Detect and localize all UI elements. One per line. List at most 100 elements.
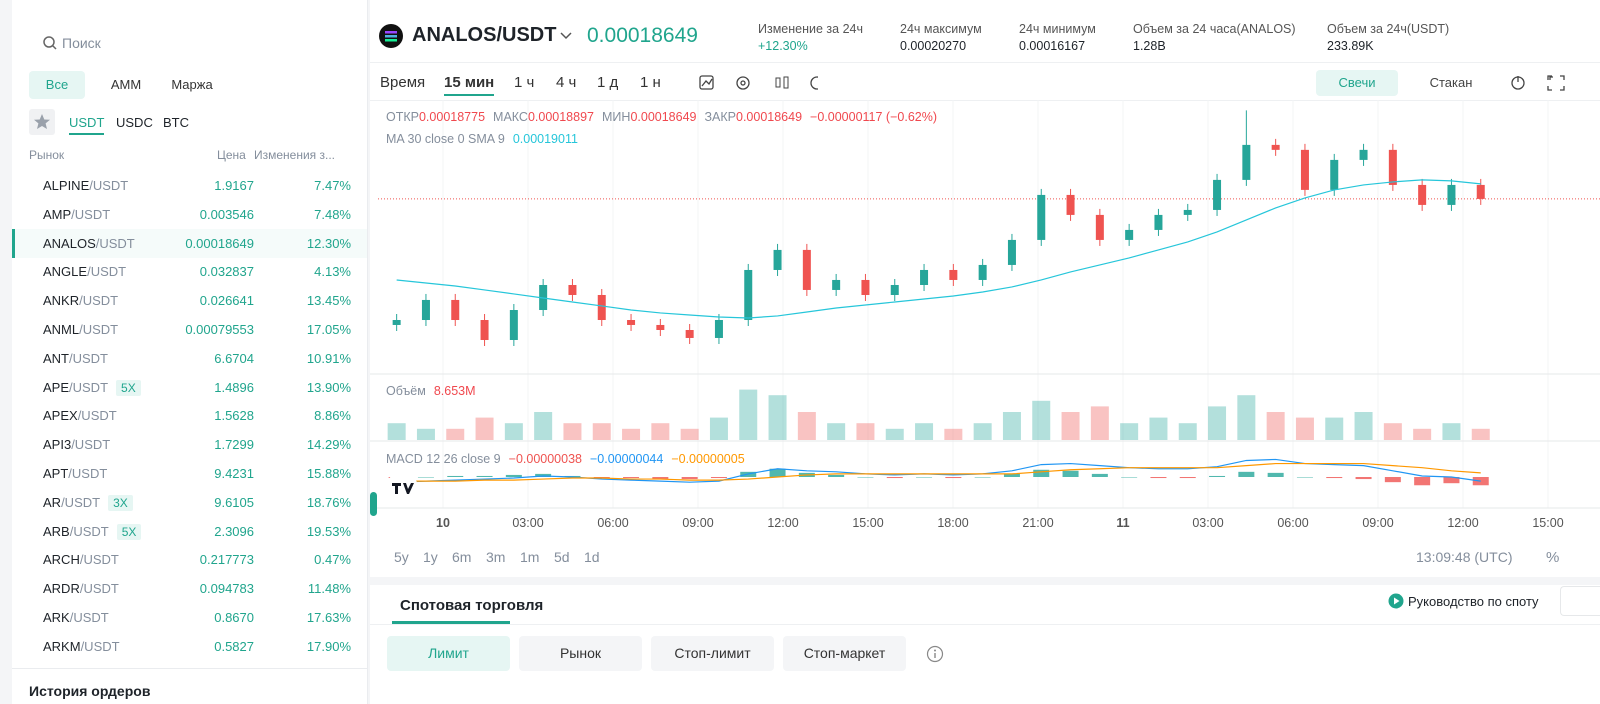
market-row[interactable]: APT/USDT 9.4231 15.88% [12, 459, 367, 488]
column-header[interactable]: Рынок [29, 148, 65, 162]
price-chart[interactable]: 10 03:00 06:00 09:00 12:00 15:00 18:00 21:00 11 0… [370, 100, 1600, 540]
fullscreen-tools[interactable] [1510, 74, 1590, 92]
market-row[interactable]: AMP/USDT 0.003546 7.48% [12, 200, 367, 229]
spot-guide-link[interactable]: Руководство по споту [1408, 594, 1539, 609]
market-row[interactable]: ARDR/USDT 0.094783 11.48% [12, 574, 367, 603]
button-edge[interactable] [1560, 586, 1600, 616]
range-button[interactable]: 1m [520, 549, 540, 565]
macd-value: −0.00000005 [671, 452, 745, 466]
range-button[interactable]: 1y [423, 549, 438, 565]
x-tick-label: 12:00 [1447, 516, 1478, 530]
quote-tab[interactable]: BTC [163, 115, 189, 130]
x-tick-label: 18:00 [937, 516, 968, 530]
column-header[interactable]: Цена [217, 148, 246, 162]
market-row[interactable]: AR/USDT 3X 9.6105 18.76% [12, 488, 367, 517]
quote-tab[interactable]: USDC [116, 115, 153, 130]
change: 13.90% [306, 379, 351, 395]
volume-bar [1208, 406, 1227, 440]
interval-button[interactable]: 1 н [640, 74, 661, 91]
volume-bar [915, 423, 934, 440]
interval-button[interactable]: 1 д [597, 74, 619, 91]
market-row[interactable]: APEX/USDT 1.5628 8.86% [12, 401, 367, 430]
info-icon[interactable] [926, 645, 944, 663]
candle-body [685, 329, 694, 338]
price: 1.5628 [214, 408, 254, 424]
range-button[interactable]: 1d [584, 549, 600, 565]
candle-body [949, 269, 958, 280]
leverage-badge: 3X [108, 494, 133, 511]
order-type-button[interactable]: Лимит [387, 636, 510, 671]
macd-histogram [1209, 475, 1226, 477]
stat-label: Объем за 24ч(USDT) [1327, 22, 1450, 36]
interval-button[interactable]: 15 мин [444, 74, 495, 96]
volume-label: Объём [386, 384, 426, 398]
candle-body [1125, 229, 1134, 240]
market-row[interactable]: ANALOS/USDT 0.00018649 12.30% [12, 228, 367, 258]
macd-histogram [974, 477, 991, 478]
base-asset: ARK [43, 610, 70, 625]
market-row[interactable]: ARK/USDT 0.8670 17.63% [12, 603, 367, 632]
order-type-button[interactable]: Стоп-лимит [651, 636, 774, 671]
pair-name[interactable]: ANALOS/USDT [412, 24, 557, 46]
price: 0.094783 [199, 581, 254, 597]
x-tick-label: 11 [1116, 516, 1129, 530]
order-type-button[interactable]: Стоп-маркет [783, 636, 906, 671]
market-row[interactable]: ARB/USDT 5X 2.3096 19.53% [12, 517, 367, 546]
order-type-button[interactable]: Рынок [519, 636, 642, 671]
quote-asset: /USDT [69, 350, 108, 366]
column-header[interactable]: Изменения з... [254, 148, 336, 162]
market-row[interactable]: ANML/USDT 0.00079553 17.05% [12, 315, 367, 344]
market-row[interactable]: ALPINE/USDT 1.9167 7.47% [12, 171, 367, 200]
pair-label: AR/USDT 3X [43, 494, 133, 511]
volume-bar [1237, 395, 1256, 440]
quote-asset: /USDT [69, 379, 109, 395]
pair-dropdown[interactable] [560, 31, 572, 41]
market-row[interactable]: ANT/USDT 6.6704 10.91% [12, 344, 367, 373]
interval-button[interactable]: 4 ч [556, 74, 577, 91]
quote-asset: /USDT [79, 552, 119, 568]
star-icon [34, 114, 50, 129]
chart-tools[interactable] [698, 74, 818, 92]
x-tick-label: 06:00 [1277, 516, 1308, 530]
market-row[interactable]: ANGLE/USDT 0.032837 4.13% [12, 257, 367, 286]
search-input[interactable]: Поиск [62, 35, 101, 51]
market-row[interactable]: ARKM/USDT 0.5827 17.90% [12, 632, 367, 661]
stat-value: 233.89K [1327, 39, 1374, 53]
x-tick-label: 06:00 [597, 516, 628, 530]
market-row[interactable]: API3/USDT 1.7299 14.29% [12, 430, 367, 459]
macd-histogram [623, 477, 640, 479]
range-button[interactable]: 5y [394, 549, 409, 565]
view-button[interactable]: Свечи [1316, 70, 1398, 96]
quote-asset: /USDT [79, 293, 119, 309]
quote-tab[interactable]: USDT [69, 115, 105, 135]
candle-body [1388, 149, 1397, 185]
candle-body [978, 264, 987, 280]
macd-histogram [447, 475, 464, 477]
view-button[interactable]: Стакан [1429, 75, 1473, 90]
volume-bar [1295, 417, 1314, 440]
stat-value: +12.30% [758, 39, 808, 53]
stat-label: 24ч максимум [900, 22, 982, 36]
volume-bar [709, 417, 728, 440]
base-asset: AMP [43, 206, 72, 222]
range-button[interactable]: 5d [554, 549, 570, 565]
market-tab[interactable]: Маржа [171, 77, 213, 92]
candle-body [1242, 144, 1251, 180]
percent-toggle[interactable]: % [1546, 549, 1560, 566]
base-asset: API3 [43, 437, 72, 453]
pair-label: ARKM/USDT [43, 639, 120, 654]
ma-legend: MA 30 close 0 SMA 9 0.00019011 [386, 132, 578, 146]
range-button[interactable]: 3m [486, 549, 506, 565]
market-row[interactable]: ANKR/USDT 0.026641 13.45% [12, 286, 367, 315]
range-button[interactable]: 6m [452, 549, 472, 565]
stat-value: 0.00020270 [900, 39, 967, 53]
x-tick-label: 10 [436, 516, 450, 530]
market-row[interactable]: ARCH/USDT 0.217773 0.47% [12, 545, 367, 574]
market-row[interactable]: APE/USDT 5X 1.4896 13.90% [12, 373, 367, 402]
price: 9.6105 [214, 494, 254, 510]
interval-button[interactable]: 1 ч [514, 74, 535, 91]
macd-histogram [945, 477, 962, 479]
market-tab[interactable]: Все [29, 71, 85, 99]
market-tab[interactable]: AMM [110, 77, 142, 92]
favorites-button[interactable] [29, 109, 55, 135]
